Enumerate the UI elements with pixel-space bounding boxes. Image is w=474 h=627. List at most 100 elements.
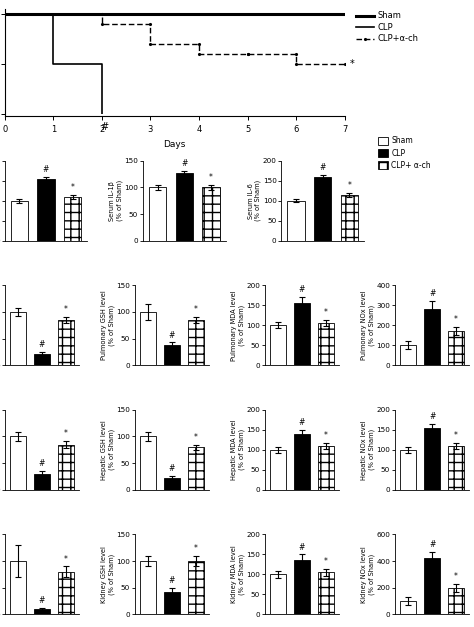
Text: *: * (349, 60, 354, 70)
Bar (424, 428, 440, 490)
CLP+α-ch (293, 51, 299, 58)
Bar (140, 561, 156, 614)
Text: *: * (454, 572, 458, 581)
Bar (164, 345, 180, 366)
Bar (270, 574, 286, 614)
Bar (58, 445, 73, 490)
Bar (294, 303, 310, 366)
Bar (318, 572, 334, 614)
Bar (164, 592, 180, 614)
Bar (10, 312, 26, 366)
Text: *: * (64, 429, 68, 438)
CLP+α-ch (293, 61, 299, 68)
Bar (448, 587, 464, 614)
Bar (318, 446, 334, 490)
Bar (287, 201, 305, 241)
Bar (448, 446, 464, 490)
Bar (58, 572, 73, 614)
Y-axis label: Kidney MDA level
(% of Sham): Kidney MDA level (% of Sham) (231, 545, 245, 603)
CLP+α-ch (2, 11, 8, 18)
X-axis label: Days: Days (164, 140, 186, 149)
Text: *: * (194, 305, 198, 314)
Bar (401, 450, 416, 490)
Y-axis label: Serum IL-6
(% of Sham): Serum IL-6 (% of Sham) (248, 180, 261, 221)
Text: #: # (319, 163, 326, 172)
Text: #: # (100, 122, 109, 132)
Text: *: * (209, 174, 213, 182)
Bar (448, 331, 464, 366)
Text: *: * (194, 544, 198, 553)
Y-axis label: Kidney NOx level
(% of Sham): Kidney NOx level (% of Sham) (361, 546, 375, 603)
Text: #: # (299, 285, 305, 295)
Bar (164, 478, 180, 490)
Line: CLP+α-ch: CLP+α-ch (3, 13, 346, 66)
CLP+α-ch (342, 61, 347, 68)
Text: *: * (324, 308, 328, 317)
Bar (140, 312, 156, 366)
Y-axis label: Pulmonary MDA level
(% of Sham): Pulmonary MDA level (% of Sham) (231, 290, 245, 361)
Text: #: # (299, 542, 305, 552)
Bar (34, 609, 50, 614)
Bar (34, 354, 50, 366)
Bar (401, 601, 416, 614)
Bar (64, 197, 82, 241)
Bar (140, 436, 156, 490)
Y-axis label: Hepatic MDA level
(% of Sham): Hepatic MDA level (% of Sham) (231, 419, 245, 480)
Bar (424, 309, 440, 366)
Text: #: # (39, 460, 45, 468)
Legend: Sham, CLP, CLP+ α-ch: Sham, CLP, CLP+ α-ch (378, 137, 431, 169)
Text: *: * (71, 183, 74, 192)
Bar (188, 561, 204, 614)
Bar (202, 187, 219, 241)
CLP (2, 11, 8, 18)
Bar (401, 345, 416, 366)
Bar (149, 187, 166, 241)
Bar (294, 434, 310, 490)
Bar (270, 450, 286, 490)
Legend: Sham, CLP, CLP+α-ch: Sham, CLP, CLP+α-ch (356, 11, 418, 43)
Text: #: # (169, 576, 175, 585)
Bar (10, 436, 26, 490)
Text: *: * (347, 181, 351, 190)
Y-axis label: Serum IL-1β
(% of Sham): Serum IL-1β (% of Sham) (109, 180, 123, 221)
Text: #: # (429, 540, 435, 549)
Text: #: # (299, 418, 305, 427)
Bar (188, 447, 204, 490)
Y-axis label: Hepatic NOx level
(% of Sham): Hepatic NOx level (% of Sham) (361, 420, 375, 480)
CLP+α-ch (196, 41, 202, 48)
Bar (294, 561, 310, 614)
Text: *: * (324, 557, 328, 566)
Text: #: # (169, 330, 175, 340)
CLP+α-ch (245, 51, 250, 58)
CLP (99, 61, 105, 68)
Y-axis label: Hepatic GSH level
(% of Sham): Hepatic GSH level (% of Sham) (101, 420, 115, 480)
CLP+α-ch (196, 51, 202, 58)
CLP+α-ch (245, 51, 250, 58)
Y-axis label: Pulmonary NOx level
(% of Sham): Pulmonary NOx level (% of Sham) (361, 290, 375, 360)
CLP+α-ch (99, 21, 105, 28)
Line: CLP: CLP (5, 14, 102, 114)
Text: #: # (169, 464, 175, 473)
CLP+α-ch (99, 11, 105, 18)
Text: #: # (429, 290, 435, 298)
CLP+α-ch (147, 41, 153, 48)
Text: #: # (39, 596, 45, 604)
Bar (314, 177, 331, 241)
Bar (424, 559, 440, 614)
Text: *: * (324, 431, 328, 440)
CLP (50, 61, 56, 68)
Text: #: # (181, 159, 188, 168)
Bar (34, 474, 50, 490)
Y-axis label: Kidney GSH level
(% of Sham): Kidney GSH level (% of Sham) (101, 546, 115, 603)
Text: *: * (64, 555, 68, 564)
CLP (99, 110, 105, 118)
Bar (270, 325, 286, 366)
Y-axis label: Pulmonary GSH level
(% of Sham): Pulmonary GSH level (% of Sham) (101, 290, 115, 360)
Text: #: # (43, 165, 49, 174)
Text: #: # (39, 340, 45, 349)
Text: #: # (429, 412, 435, 421)
Bar (341, 195, 358, 241)
Text: *: * (194, 433, 198, 441)
Text: *: * (454, 431, 458, 440)
Bar (188, 320, 204, 366)
